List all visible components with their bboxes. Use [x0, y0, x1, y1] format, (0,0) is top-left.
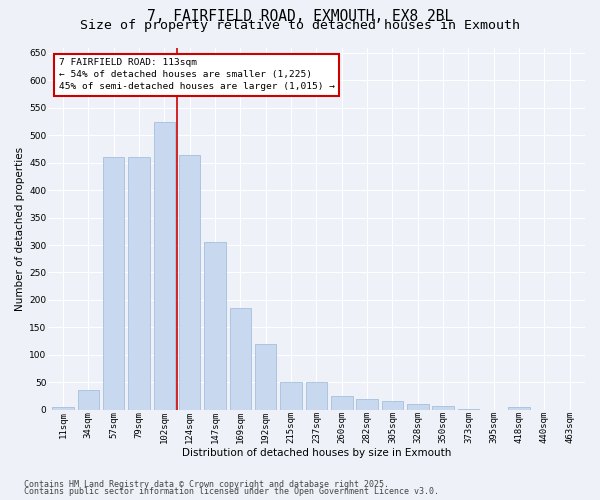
Bar: [433, 406, 454, 409]
Bar: [356, 398, 378, 409]
Bar: [154, 122, 175, 410]
Bar: [204, 242, 226, 410]
Text: 7 FAIRFIELD ROAD: 113sqm
← 54% of detached houses are smaller (1,225)
45% of sem: 7 FAIRFIELD ROAD: 113sqm ← 54% of detach…: [59, 58, 335, 91]
Text: Contains HM Land Registry data © Crown copyright and database right 2025.: Contains HM Land Registry data © Crown c…: [24, 480, 389, 489]
Text: 7, FAIRFIELD ROAD, EXMOUTH, EX8 2BL: 7, FAIRFIELD ROAD, EXMOUTH, EX8 2BL: [147, 9, 453, 24]
Text: Size of property relative to detached houses in Exmouth: Size of property relative to detached ho…: [80, 19, 520, 32]
Bar: [280, 382, 302, 409]
Bar: [179, 154, 200, 410]
Bar: [103, 158, 124, 410]
Bar: [77, 390, 99, 409]
Bar: [52, 407, 74, 410]
Y-axis label: Number of detached properties: Number of detached properties: [15, 146, 25, 310]
Text: Contains public sector information licensed under the Open Government Licence v3: Contains public sector information licen…: [24, 487, 439, 496]
Bar: [128, 158, 150, 410]
Bar: [230, 308, 251, 410]
Bar: [458, 408, 479, 410]
Bar: [508, 407, 530, 410]
Bar: [305, 382, 327, 409]
Bar: [407, 404, 428, 409]
Bar: [255, 344, 277, 410]
Bar: [331, 396, 353, 409]
Bar: [382, 402, 403, 409]
X-axis label: Distribution of detached houses by size in Exmouth: Distribution of detached houses by size …: [182, 448, 451, 458]
